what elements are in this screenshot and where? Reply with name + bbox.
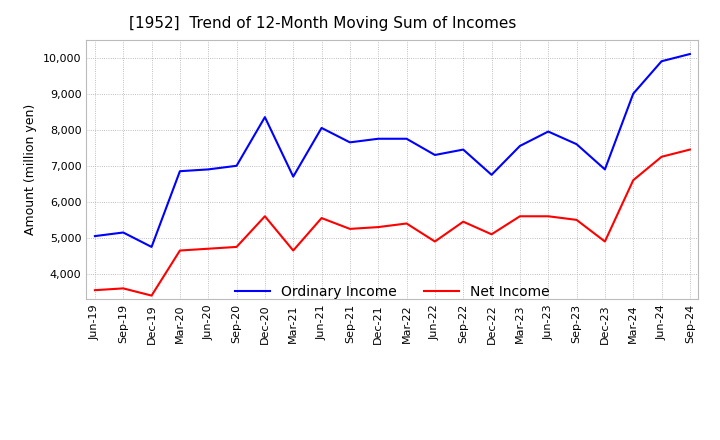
Ordinary Income	[657, 59, 666, 64]
Ordinary Income	[544, 129, 552, 134]
Net Income	[657, 154, 666, 159]
Ordinary Income	[487, 172, 496, 177]
Ordinary Income	[685, 51, 694, 57]
Ordinary Income	[119, 230, 127, 235]
Net Income	[629, 178, 637, 183]
Net Income	[402, 221, 411, 226]
Ordinary Income	[176, 169, 184, 174]
Ordinary Income	[233, 163, 241, 169]
Net Income	[176, 248, 184, 253]
Net Income	[685, 147, 694, 152]
Ordinary Income	[572, 142, 581, 147]
Net Income	[233, 244, 241, 249]
Net Income	[516, 214, 524, 219]
Ordinary Income	[402, 136, 411, 141]
Text: [1952]  Trend of 12-Month Moving Sum of Incomes: [1952] Trend of 12-Month Moving Sum of I…	[130, 16, 517, 32]
Net Income	[119, 286, 127, 291]
Ordinary Income	[346, 140, 354, 145]
Net Income	[91, 288, 99, 293]
Net Income	[346, 226, 354, 231]
Ordinary Income	[374, 136, 382, 141]
Net Income	[289, 248, 297, 253]
Ordinary Income	[516, 143, 524, 149]
Ordinary Income	[318, 125, 326, 131]
Ordinary Income	[148, 244, 156, 249]
Ordinary Income	[289, 174, 297, 179]
Ordinary Income	[261, 114, 269, 120]
Net Income	[600, 239, 609, 244]
Net Income	[374, 224, 382, 230]
Net Income	[572, 217, 581, 223]
Y-axis label: Amount (million yen): Amount (million yen)	[24, 104, 37, 235]
Ordinary Income	[431, 152, 439, 158]
Ordinary Income	[204, 167, 212, 172]
Ordinary Income	[91, 234, 99, 239]
Ordinary Income	[459, 147, 467, 152]
Net Income	[204, 246, 212, 251]
Net Income	[431, 239, 439, 244]
Net Income	[487, 231, 496, 237]
Net Income	[544, 214, 552, 219]
Net Income	[459, 219, 467, 224]
Net Income	[261, 214, 269, 219]
Ordinary Income	[629, 91, 637, 96]
Legend: Ordinary Income, Net Income: Ordinary Income, Net Income	[230, 279, 555, 304]
Line: Ordinary Income: Ordinary Income	[95, 54, 690, 247]
Net Income	[148, 293, 156, 298]
Net Income	[318, 216, 326, 221]
Ordinary Income	[600, 167, 609, 172]
Line: Net Income: Net Income	[95, 150, 690, 296]
